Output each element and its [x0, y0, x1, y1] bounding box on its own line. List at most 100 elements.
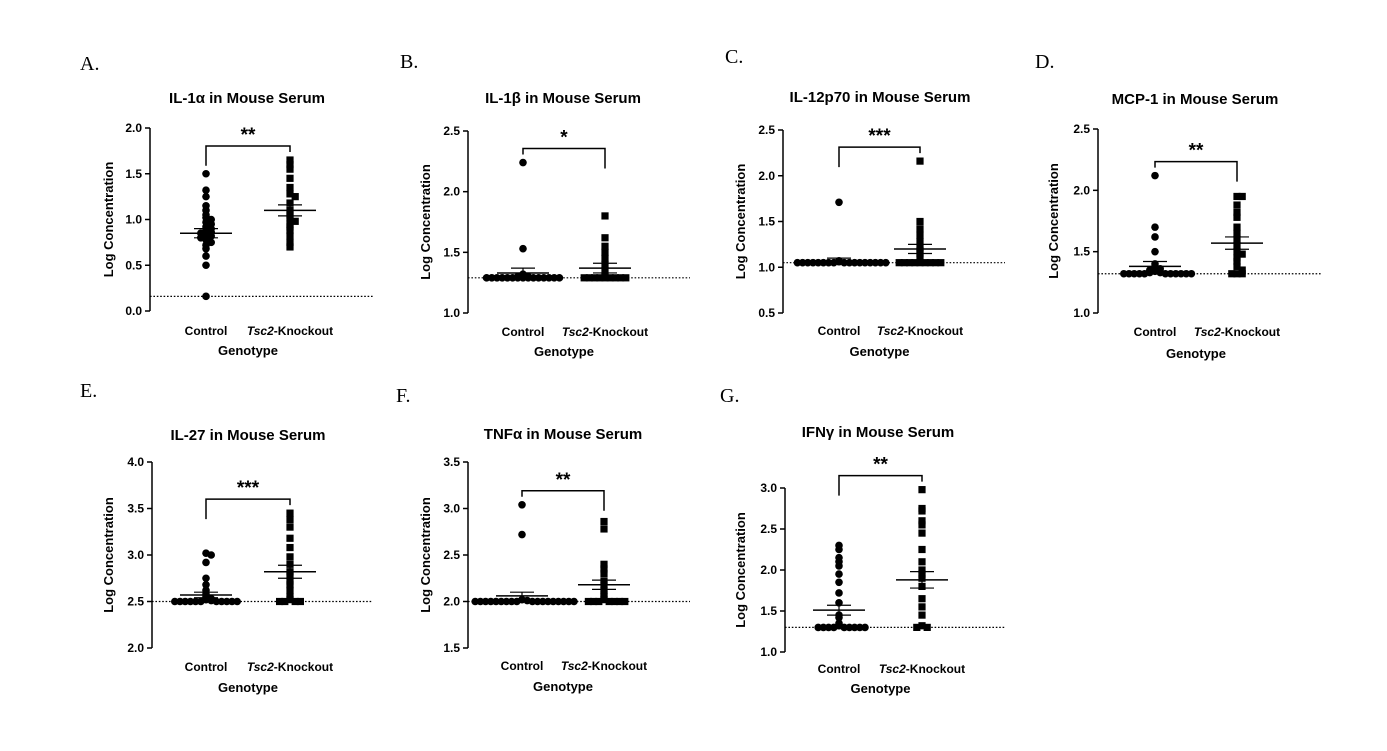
data-point-knockout	[286, 165, 294, 173]
data-point-knockout	[918, 517, 926, 525]
data-point-control	[228, 597, 236, 606]
data-point-knockout	[286, 199, 294, 207]
significance-bracket	[522, 147, 606, 169]
data-point-control	[481, 597, 490, 606]
data-point-knockout	[918, 545, 926, 554]
data-point-knockout	[932, 259, 940, 267]
data-point-knockout	[918, 507, 926, 515]
data-point-knockout	[916, 217, 924, 226]
data-point-control	[861, 623, 869, 632]
category-italic-part: Tsc2	[879, 662, 906, 676]
data-point-knockout	[600, 586, 608, 594]
data-point-knockout	[916, 254, 924, 262]
data-point-knockout	[286, 183, 294, 192]
panel-b: B. IL-1β in Mouse Serum Log Concentration 1…	[400, 51, 690, 359]
data-point-knockout	[286, 226, 294, 235]
chart-title: TNFα in Mouse Serum	[484, 426, 642, 443]
data-point-control	[1151, 233, 1159, 241]
data-point-knockout	[1233, 229, 1241, 237]
chart-title: MCP-1 in Mouse Serum	[1112, 91, 1279, 108]
panel-letter: C.	[725, 46, 743, 68]
panel-a: A. IL-1α in Mouse Serum Log Concentration 0…	[80, 53, 373, 358]
data-point-control	[793, 258, 802, 267]
data-point-control	[871, 258, 880, 267]
panel-letter: B.	[400, 51, 418, 73]
data-point-control	[539, 597, 547, 606]
data-point-control	[1120, 269, 1128, 278]
y-axis-label: Log Concentration	[1046, 163, 1061, 279]
data-point-knockout	[276, 597, 284, 606]
data-point-knockout	[622, 274, 630, 282]
data-point-control	[176, 597, 184, 606]
data-point-knockout	[1238, 270, 1246, 278]
data-point-knockout	[916, 238, 924, 246]
y-tick-label: 0.5	[125, 258, 142, 272]
data-point-knockout	[918, 622, 926, 630]
data-point-control	[212, 597, 221, 606]
data-point-control	[502, 597, 511, 606]
data-point-control	[181, 597, 189, 606]
data-point-control	[1130, 269, 1138, 278]
data-point-control	[471, 597, 480, 606]
data-point-control	[171, 597, 179, 606]
category-rest: -Knockout	[906, 662, 965, 676]
y-tick-label: 1.5	[1073, 245, 1090, 259]
significance-bracket	[521, 490, 605, 511]
data-point-control	[498, 274, 507, 282]
category-rest: -Knockout	[589, 325, 648, 339]
significance-stars: **	[873, 455, 888, 476]
data-point-control	[202, 261, 210, 270]
x-category-label: Control	[501, 659, 544, 673]
y-tick-label: 2.0	[125, 121, 142, 135]
data-point-control	[554, 597, 563, 606]
y-tick-label: 3.0	[127, 548, 144, 562]
data-point-knockout	[900, 259, 908, 267]
y-axis-label: Log Concentration	[733, 164, 748, 280]
category-rest: -Knockout	[274, 660, 333, 674]
data-point-control	[550, 274, 558, 282]
data-point-knockout	[916, 157, 924, 165]
x-category-label: Control	[502, 325, 545, 339]
y-tick-label: 2.5	[758, 123, 775, 137]
data-point-knockout	[923, 623, 931, 631]
y-tick-label: 3.5	[443, 455, 460, 469]
data-point-knockout	[1233, 223, 1241, 231]
data-point-knockout	[286, 223, 294, 231]
data-point-knockout	[286, 581, 294, 589]
data-point-control	[191, 597, 200, 606]
data-point-knockout	[611, 274, 619, 282]
data-point-knockout	[918, 558, 926, 566]
data-point-control	[519, 158, 527, 167]
data-point-control	[493, 274, 501, 282]
data-point-control	[830, 623, 838, 632]
x-category-label: Control	[1134, 325, 1177, 339]
data-point-control	[202, 574, 210, 583]
data-point-knockout	[621, 597, 629, 606]
y-tick-label: 1.0	[443, 306, 460, 320]
y-tick-label: 1.5	[443, 641, 460, 655]
y-tick-label: 1.5	[125, 167, 142, 181]
data-point-knockout	[286, 214, 294, 222]
y-tick-label: 2.5	[443, 124, 460, 138]
data-point-knockout	[918, 566, 926, 574]
data-point-knockout	[600, 565, 608, 573]
data-point-knockout	[1233, 208, 1241, 217]
category-rest: -Knockout	[274, 324, 333, 338]
data-point-knockout	[616, 597, 624, 606]
y-axis-label: Log Concentration	[101, 162, 116, 278]
data-point-control	[233, 597, 241, 606]
data-point-control	[835, 578, 843, 587]
data-point-knockout	[601, 274, 609, 282]
chart-title: IFNγ in Mouse Serum	[802, 424, 955, 441]
y-tick-label: 2.5	[127, 595, 144, 609]
data-point-knockout	[286, 243, 294, 251]
category-italic-part: Tsc2	[562, 325, 589, 339]
significance-stars: **	[1189, 141, 1204, 162]
data-point-control	[835, 562, 843, 570]
category-italic-part: Tsc2	[247, 660, 274, 674]
y-tick-label: 2.0	[760, 563, 777, 577]
category-rest: -Knockout	[904, 324, 963, 338]
data-point-control	[533, 597, 542, 606]
data-point-knockout	[913, 623, 921, 631]
data-point-control	[1187, 269, 1196, 278]
